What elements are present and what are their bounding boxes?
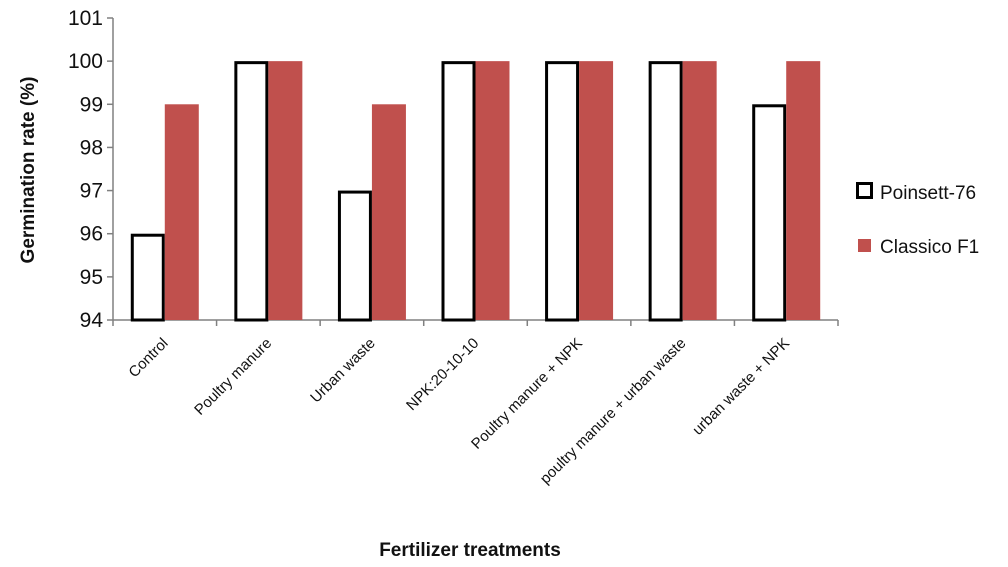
y-tick-label: 96 bbox=[80, 223, 103, 246]
legend-label-classico-f1: Classico F1 bbox=[880, 237, 979, 258]
x-axis-title: Fertilizer treatments bbox=[379, 540, 561, 561]
y-tick-label: 95 bbox=[80, 266, 103, 289]
x-category-label: Control bbox=[125, 335, 171, 381]
legend-swatch-poinsett-76 bbox=[856, 182, 873, 199]
x-category-label: Urban waste bbox=[307, 335, 379, 407]
bar-classico-f1 bbox=[682, 61, 717, 321]
legend-swatch-classico-f1 bbox=[858, 239, 871, 252]
legend: Poinsett-76 Classico F1 bbox=[856, 182, 979, 258]
y-axis-title: Germination rate (%) bbox=[18, 77, 39, 264]
y-tick-label: 100 bbox=[68, 50, 103, 73]
bar-poinsett-76 bbox=[234, 61, 269, 322]
y-tick-label: 94 bbox=[80, 309, 104, 332]
y-tick-label: 98 bbox=[80, 136, 103, 159]
bar-poinsett-76 bbox=[545, 61, 580, 322]
bar-poinsett-76 bbox=[441, 61, 476, 322]
bar-classico-f1 bbox=[475, 61, 510, 321]
bar-poinsett-76 bbox=[130, 233, 165, 322]
bar-classico-f1 bbox=[268, 61, 303, 321]
x-category-label: NPK:20-10-10 bbox=[403, 335, 482, 414]
x-category-label: Poultry manure bbox=[191, 335, 275, 419]
bar-classico-f1 bbox=[164, 104, 199, 321]
x-category-label: Poultry manure + NPK bbox=[468, 335, 586, 453]
bar-poinsett-76 bbox=[337, 190, 372, 322]
bar-classico-f1 bbox=[371, 104, 406, 321]
plot-area: 94 95 96 97 98 99 100 101 Control Poultry manure U… bbox=[68, 7, 839, 487]
legend-label-poinsett-76: Poinsett-76 bbox=[880, 183, 976, 204]
bar-poinsett-76 bbox=[752, 104, 787, 322]
bar-classico-f1 bbox=[579, 61, 614, 321]
x-category-label: urban waste + NPK bbox=[689, 335, 793, 439]
y-tick-label: 97 bbox=[80, 180, 103, 203]
bar-poinsett-76 bbox=[648, 61, 683, 322]
y-tick-label: 99 bbox=[80, 93, 103, 116]
bar-classico-f1 bbox=[786, 61, 821, 321]
y-tick-label: 101 bbox=[68, 7, 103, 30]
